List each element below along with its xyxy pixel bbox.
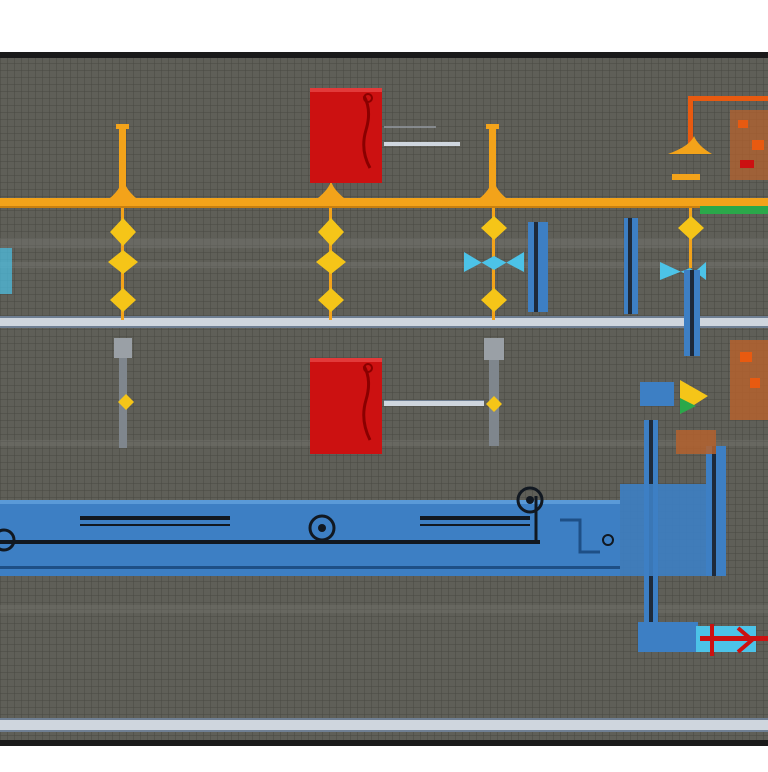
blue-main-pipe <box>0 484 710 576</box>
orange-rail <box>0 198 768 208</box>
tap-assembly-3 <box>464 208 524 446</box>
rail-stub-2 <box>480 124 506 200</box>
frame-bottom-border <box>0 740 768 746</box>
red-module-top <box>310 88 460 183</box>
tap-assembly-4 <box>660 208 706 280</box>
blue-network-right <box>638 270 768 656</box>
rail-junction-center <box>318 180 344 198</box>
blue-conduits-upper <box>0 218 638 314</box>
tap-assembly-1 <box>108 208 138 448</box>
tap-assembly-2 <box>316 208 346 320</box>
upper-bus-bar <box>0 316 768 328</box>
rail-stub-1 <box>110 124 136 200</box>
frame-top-border <box>0 52 768 58</box>
red-module-middle <box>310 358 484 454</box>
background-texture-bands <box>0 238 768 613</box>
lower-bus-bar <box>0 718 768 732</box>
orange-frame-top-right <box>668 96 768 214</box>
